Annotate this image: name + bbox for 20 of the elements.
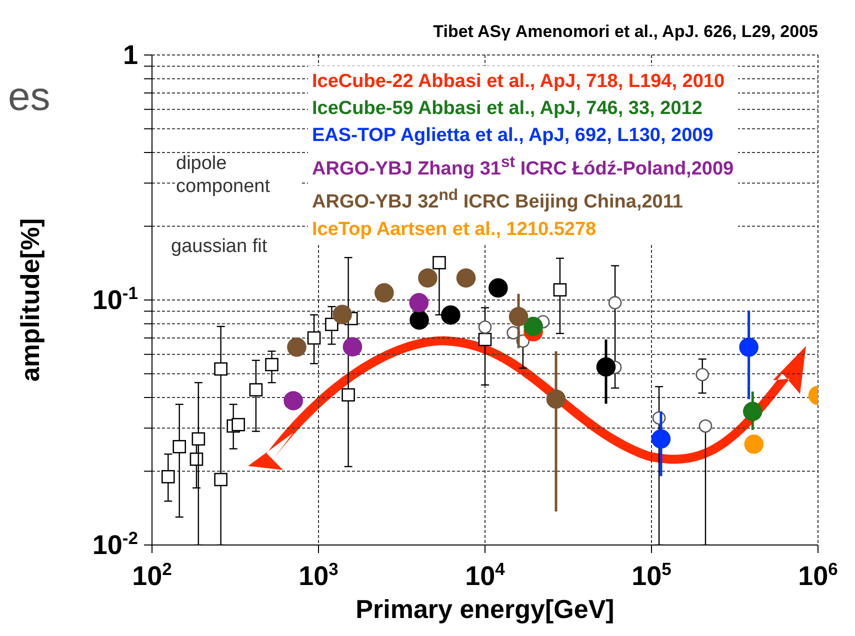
text: IceCube-59 Abbasi et al., ApJ, 746, 33, 2012 bbox=[312, 97, 704, 121]
text: EAS-TOP Aglietta et al., ApJ, 692, L130, 2009 bbox=[312, 124, 714, 148]
y-tick-label: 10$^{-2}$ bbox=[92, 528, 138, 560]
x-tick-label: 10$^{5}$ bbox=[632, 559, 672, 591]
x-tick-label: 10$^{6}$ bbox=[798, 559, 838, 591]
text: IceCube-22 Abbasi et al., ApJ, 718, L194, 2010 bbox=[312, 70, 726, 94]
y-tick-label: 10$^{-1}$ bbox=[92, 283, 138, 315]
text: IceTop Aartsen et al., 1210.5278 bbox=[312, 218, 598, 242]
text: ARGO-YBJ Zhang 31$^{st}$ ICRC Łódź-Poland,2009 bbox=[312, 153, 734, 182]
annotation: dipole component bbox=[176, 153, 301, 199]
x-tick-label: 10$^{4}$ bbox=[465, 559, 506, 591]
annotation: gaussian fit bbox=[171, 236, 268, 259]
y-tick-label: 1 bbox=[122, 40, 138, 70]
x-axis-title: Primary energy[GeV] bbox=[356, 594, 614, 624]
x-tick-label: 10$^{2}$ bbox=[132, 559, 172, 591]
text: Tibet ASγ Amenomori et al., ApJ. 626, L29, 2005 bbox=[433, 22, 818, 42]
text: es bbox=[8, 74, 50, 121]
text: ARGO-YBJ 32$^{nd}$ ICRC Beijing China,2011 bbox=[312, 186, 684, 215]
y-axis-title: amplitude[%] bbox=[15, 218, 46, 382]
x-tick-label: 10$^{3}$ bbox=[298, 559, 339, 591]
